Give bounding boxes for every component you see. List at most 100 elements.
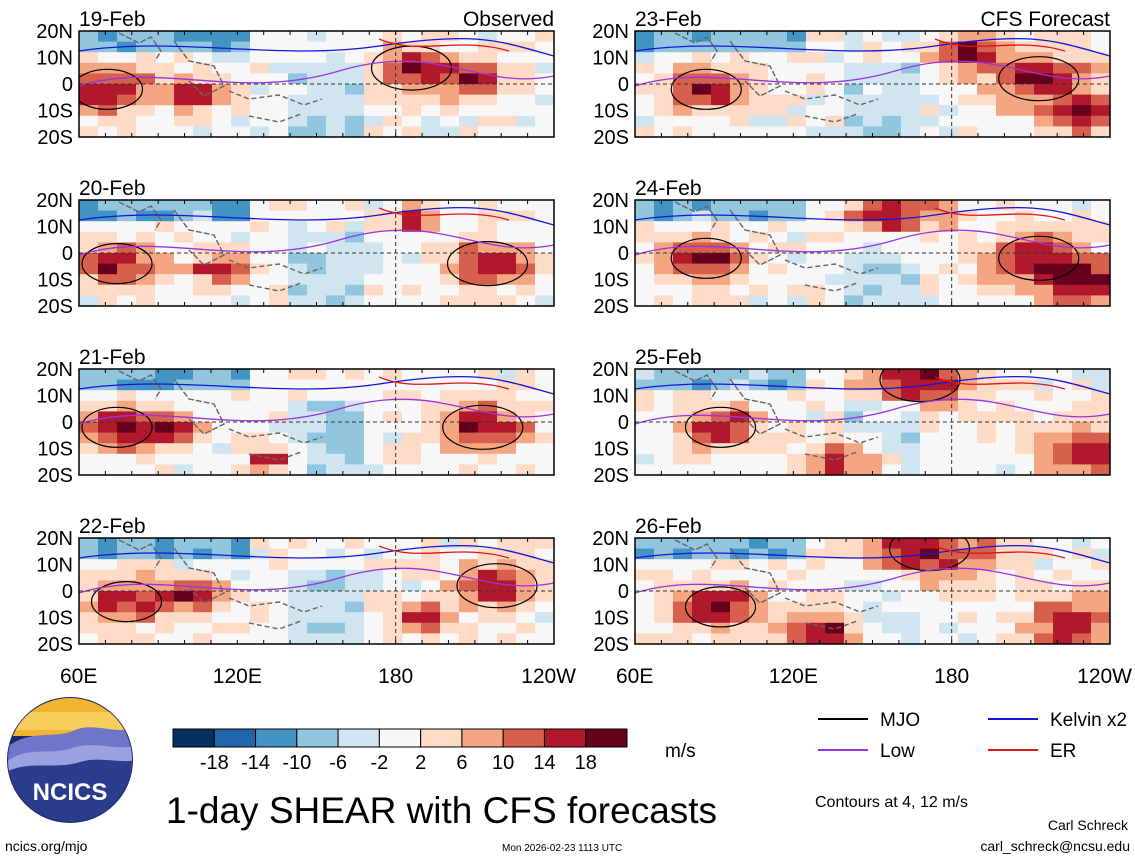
contour-note: Contours at 4, 12 m/s (815, 794, 968, 811)
map-panel: 21-Feb (78, 346, 555, 476)
ncics-logo: NCICS (7, 697, 133, 823)
y-tick-label: 10S (593, 608, 629, 630)
y-tick-label: 0 (618, 581, 629, 603)
map-panel: 19-Feb Observed (78, 8, 555, 138)
axes: 20N 10N 0 10S 20S 20N 10N 0 10S 20S 20N 10N 0 10S 20S 2… (36, 21, 1132, 688)
y-tick-label: 20N (592, 528, 629, 550)
x-tick-label: 120W (521, 665, 576, 688)
y-tick-label: 10N (36, 217, 73, 239)
colorbar-tick-label: -18 (200, 752, 229, 774)
x-tick-label: 120E (213, 665, 262, 688)
y-tick-label: 20N (592, 21, 629, 43)
y-tick-label: 10N (592, 217, 629, 239)
panel-date-label: 21-Feb (79, 346, 146, 369)
colorbar-tick-label: -14 (241, 752, 270, 774)
footer-author: Carl Schreck (1048, 817, 1129, 833)
x-tick-label: 180 (934, 665, 969, 688)
y-tick-label: 20N (36, 190, 73, 212)
panel-date-label: 25-Feb (635, 346, 702, 369)
colorbar-tick-label: 18 (575, 752, 597, 774)
y-tick-label: 10N (592, 386, 629, 408)
y-tick-label: 20N (36, 21, 73, 43)
y-tick-label: 20S (593, 634, 629, 656)
y-tick-label: 20S (593, 296, 629, 318)
y-tick-label: 10N (36, 555, 73, 577)
colorbar-tick-label: -10 (282, 752, 311, 774)
y-tick-label: 0 (62, 74, 73, 96)
x-tick-label: 180 (378, 665, 413, 688)
panel-date-label: 20-Feb (79, 177, 146, 200)
colorbar-swatch (378, 728, 422, 748)
y-tick-label: 10N (36, 48, 73, 70)
panel-date-label: 22-Feb (79, 515, 146, 538)
y-tick-label: 20N (36, 359, 73, 381)
y-tick-label: 0 (62, 581, 73, 603)
y-tick-label: 10N (592, 48, 629, 70)
y-tick-label: 20N (36, 528, 73, 550)
y-tick-label: 20N (592, 359, 629, 381)
y-tick-label: 20S (593, 465, 629, 487)
colorbar-tick-label: 6 (456, 752, 467, 774)
footer-url: ncics.org/mjo (5, 838, 88, 854)
colorbar-swatch (213, 728, 257, 748)
map-panel: 24-Feb (634, 177, 1111, 307)
y-tick-label: 10S (37, 439, 73, 461)
footer-email: carl_schreck@ncsu.edu (980, 838, 1130, 854)
legend-label: Kelvin x2 (1050, 710, 1127, 731)
y-tick-label: 10S (593, 270, 629, 292)
legend-label: MJO (880, 710, 920, 731)
logo-text: NCICS (33, 779, 108, 806)
x-tick-label: 60E (60, 665, 97, 688)
colorbar-swatch (296, 728, 339, 748)
y-tick-label: 0 (618, 412, 629, 434)
colorbar-swatch (420, 728, 463, 748)
panel-date-label: 26-Feb (635, 515, 702, 538)
colorbar-tick-label: 2 (415, 752, 426, 774)
y-tick-label: 20S (37, 296, 73, 318)
y-tick-label: 0 (62, 243, 73, 265)
y-tick-label: 20S (593, 127, 629, 149)
colorbar: -18 -14 -10 -6 -2 2 6 10 14 18 (172, 728, 628, 774)
colorbar-swatch (255, 728, 298, 748)
colorbar-tick-label: 10 (492, 752, 514, 774)
colorbar-units-label: m/s (665, 741, 696, 762)
footer-timestamp: Mon 2026-02-23 1113 UTC (502, 843, 622, 854)
y-tick-label: 10S (37, 101, 73, 123)
colorbar-tick-label: -2 (370, 752, 388, 774)
y-tick-label: 10N (592, 555, 629, 577)
x-tick-label: 120W (1077, 665, 1132, 688)
map-panel: 26-Feb (634, 515, 1111, 645)
legend-label: ER (1050, 741, 1076, 762)
y-tick-label: 0 (62, 412, 73, 434)
colorbar-swatch (172, 728, 215, 748)
x-tick-label: 120E (769, 665, 818, 688)
colorbar-swatch (543, 728, 587, 748)
y-tick-label: 20S (37, 127, 73, 149)
y-tick-label: 10S (37, 608, 73, 630)
colorbar-swatch (337, 728, 380, 748)
colorbar-tick-label: 14 (533, 752, 555, 774)
map-panels: 19-Feb Observed 20-Feb 21-Feb 22-Feb 23-Feb CF… (78, 8, 1111, 645)
y-tick-label: 10N (36, 386, 73, 408)
y-tick-label: 10S (593, 101, 629, 123)
y-tick-label: 0 (618, 74, 629, 96)
panel-date-label: 23-Feb (635, 8, 702, 31)
y-tick-label: 10S (37, 270, 73, 292)
y-tick-label: 10S (593, 439, 629, 461)
y-tick-label: 20N (592, 190, 629, 212)
figure-title: 1-day SHEAR with CFS forecasts (166, 790, 717, 831)
panel-date-label: 24-Feb (635, 177, 702, 200)
legend-label: Low (880, 741, 915, 762)
colorbar-tick-label: -6 (329, 752, 347, 774)
legend: MJO Kelvin x2 Low ER (818, 710, 1127, 762)
y-tick-label: 20S (37, 465, 73, 487)
map-panel: 25-Feb (634, 346, 1111, 476)
map-panel: 23-Feb CFS Forecast (634, 8, 1111, 138)
y-tick-label: 0 (618, 243, 629, 265)
colorbar-swatch (461, 728, 504, 748)
x-tick-label: 60E (616, 665, 653, 688)
map-panel: 20-Feb (78, 177, 555, 307)
panel-date-label: 19-Feb (79, 8, 146, 31)
colorbar-swatch (502, 728, 545, 748)
